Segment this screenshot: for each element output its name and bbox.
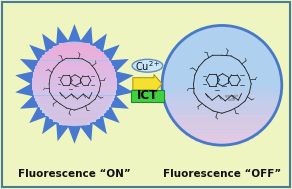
- Ellipse shape: [132, 59, 163, 72]
- FancyBboxPatch shape: [42, 105, 107, 109]
- FancyBboxPatch shape: [35, 66, 114, 69]
- FancyBboxPatch shape: [190, 133, 254, 139]
- FancyBboxPatch shape: [50, 114, 99, 119]
- Circle shape: [32, 42, 117, 126]
- FancyBboxPatch shape: [49, 116, 100, 119]
- FancyBboxPatch shape: [44, 107, 105, 111]
- FancyBboxPatch shape: [38, 60, 111, 63]
- FancyArrow shape: [133, 74, 162, 93]
- Polygon shape: [15, 24, 134, 144]
- FancyBboxPatch shape: [164, 98, 280, 104]
- FancyBboxPatch shape: [32, 84, 117, 87]
- FancyBboxPatch shape: [32, 81, 117, 84]
- FancyBboxPatch shape: [42, 55, 107, 57]
- FancyBboxPatch shape: [62, 122, 87, 126]
- FancyBboxPatch shape: [173, 117, 271, 123]
- FancyBboxPatch shape: [181, 126, 263, 132]
- FancyBboxPatch shape: [195, 136, 249, 142]
- FancyBboxPatch shape: [32, 87, 117, 90]
- Circle shape: [162, 26, 282, 145]
- FancyBboxPatch shape: [163, 92, 281, 98]
- FancyBboxPatch shape: [45, 113, 104, 116]
- FancyBboxPatch shape: [48, 112, 101, 116]
- FancyBboxPatch shape: [59, 43, 90, 46]
- FancyBboxPatch shape: [178, 123, 266, 129]
- FancyBboxPatch shape: [35, 98, 114, 101]
- FancyBboxPatch shape: [164, 95, 280, 101]
- FancyBboxPatch shape: [42, 110, 107, 113]
- FancyBboxPatch shape: [169, 111, 275, 117]
- FancyBboxPatch shape: [40, 100, 109, 104]
- FancyBboxPatch shape: [32, 78, 117, 81]
- FancyBboxPatch shape: [46, 110, 103, 114]
- FancyBboxPatch shape: [45, 52, 104, 55]
- FancyBboxPatch shape: [33, 90, 116, 93]
- Text: ICT: ICT: [137, 89, 158, 102]
- FancyBboxPatch shape: [171, 114, 273, 120]
- Text: Cu(II): Cu(II): [228, 98, 236, 102]
- Text: Fluorescence “ON”: Fluorescence “ON”: [18, 169, 131, 179]
- FancyBboxPatch shape: [203, 139, 241, 145]
- FancyBboxPatch shape: [175, 120, 268, 126]
- FancyBboxPatch shape: [38, 104, 111, 107]
- FancyBboxPatch shape: [34, 96, 115, 98]
- FancyBboxPatch shape: [33, 75, 116, 78]
- FancyBboxPatch shape: [40, 107, 109, 110]
- FancyBboxPatch shape: [36, 64, 112, 66]
- FancyBboxPatch shape: [39, 98, 110, 102]
- FancyBboxPatch shape: [41, 102, 108, 107]
- Text: quercetin: quercetin: [225, 94, 239, 98]
- FancyBboxPatch shape: [53, 119, 96, 122]
- FancyBboxPatch shape: [38, 95, 111, 99]
- FancyBboxPatch shape: [162, 89, 281, 95]
- FancyBboxPatch shape: [165, 101, 279, 107]
- FancyBboxPatch shape: [53, 46, 96, 49]
- FancyBboxPatch shape: [166, 104, 278, 110]
- FancyBboxPatch shape: [34, 69, 115, 72]
- Text: Fluorescence “OFF”: Fluorescence “OFF”: [163, 169, 281, 179]
- FancyBboxPatch shape: [168, 108, 276, 114]
- FancyBboxPatch shape: [57, 119, 92, 123]
- FancyBboxPatch shape: [49, 49, 100, 52]
- FancyBboxPatch shape: [33, 72, 116, 75]
- FancyBboxPatch shape: [53, 117, 96, 121]
- FancyBboxPatch shape: [185, 130, 259, 136]
- FancyBboxPatch shape: [131, 90, 164, 102]
- FancyBboxPatch shape: [59, 122, 90, 125]
- FancyBboxPatch shape: [36, 101, 112, 104]
- Text: Cu$^{2+}$: Cu$^{2+}$: [135, 59, 160, 73]
- FancyBboxPatch shape: [40, 58, 109, 60]
- FancyBboxPatch shape: [33, 93, 116, 95]
